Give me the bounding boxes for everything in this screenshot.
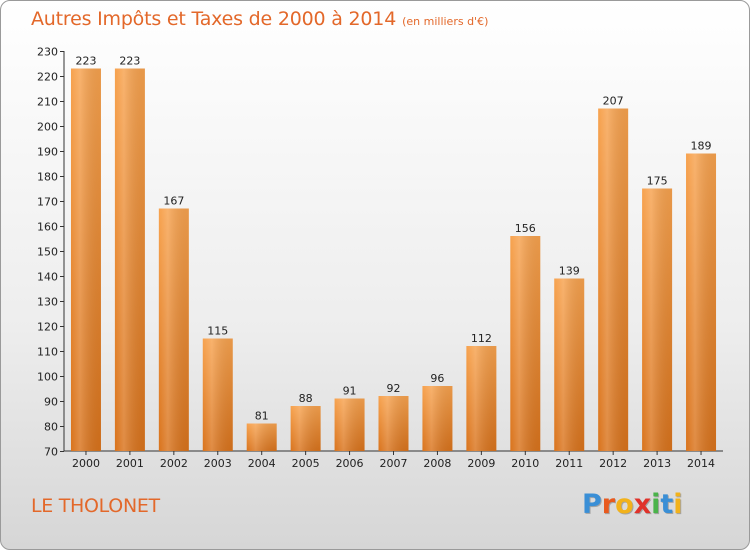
bar-highlight [70,68,101,451]
logo-letter: t [660,489,674,520]
data-label: 91 [343,385,357,398]
x-tick-label: 2006 [336,457,364,470]
y-tick-label: 140 [37,271,58,284]
y-tick-label: 100 [37,371,58,384]
y-tick-label: 110 [37,346,58,359]
y-tick-label: 170 [37,196,58,209]
x-tick-label: 2011 [555,457,583,470]
bar-highlight [466,346,497,451]
y-tick-label: 150 [37,246,58,259]
x-tick-label: 2002 [160,457,188,470]
logo-letter: r [601,489,616,520]
proxiti-logo: Proxiti [582,489,683,520]
x-tick-label: 2014 [687,457,715,470]
bar-highlight [246,423,277,451]
data-label: 112 [471,332,492,345]
y-tick-label: 160 [37,221,58,234]
bar-highlight [290,406,321,451]
data-label: 189 [691,140,712,153]
x-tick-label: 2001 [116,457,144,470]
y-tick-label: 230 [37,46,58,59]
bar-highlight [510,236,541,451]
y-tick-label: 180 [37,171,58,184]
x-tick-label: 2013 [643,457,671,470]
data-label: 115 [207,325,228,338]
bar-highlight [642,188,673,451]
y-tick-label: 220 [37,71,58,84]
x-tick-label: 2008 [423,457,451,470]
bar-highlight [202,338,233,451]
logo-letter: o [615,489,634,520]
x-tick-label: 2005 [292,457,320,470]
data-label: 167 [163,195,184,208]
x-tick-label: 2003 [204,457,232,470]
commune-name: LE THOLONET [31,495,160,517]
logo-letter: i [673,489,683,520]
y-tick-label: 130 [37,296,58,309]
x-tick-label: 2000 [72,457,100,470]
data-label: 81 [255,410,269,423]
bar-highlight [554,278,585,451]
x-tick-label: 2012 [599,457,627,470]
data-label: 175 [647,175,668,188]
y-tick-label: 190 [37,146,58,159]
y-tick-label: 200 [37,121,58,134]
y-tick-label: 90 [44,396,58,409]
x-tick-label: 2004 [248,457,276,470]
bar-highlight [598,108,629,451]
bar-highlight [686,153,717,451]
x-tick-label: 2009 [467,457,495,470]
data-label: 223 [75,55,96,68]
y-tick-label: 210 [37,96,58,109]
y-tick-label: 80 [44,421,58,434]
chart-unit: (en milliers d'€) [402,15,489,28]
labels: 223 223 167 115 81 88 91 92 96 112 156 139 207 175 189 [75,55,711,423]
data-label: 139 [559,265,580,278]
bar-highlight [114,68,145,451]
bar-highlight [378,396,409,451]
bar-highlight [334,398,365,451]
x-tick-label: 2010 [511,457,539,470]
bars [70,68,717,451]
data-label: 223 [119,55,140,68]
logo-letter: i [651,489,661,520]
logo-letter: P [582,489,602,520]
chart-title: Autres Impôts et Taxes de 2000 à 2014 [31,8,397,30]
chart-title-block: Autres Impôts et Taxes de 2000 à 2014 (en… [31,8,488,30]
logo-letter: x [633,489,652,520]
y-tick-label: 120 [37,321,58,334]
bar-highlight [422,386,453,451]
data-label: 92 [387,382,401,395]
x-tick-label: 2007 [380,457,408,470]
data-label: 96 [430,372,444,385]
data-label: 207 [603,95,624,108]
data-label: 88 [299,392,313,405]
data-label: 156 [515,222,536,235]
bar-highlight [158,208,189,451]
y-tick-label: 70 [44,446,58,459]
